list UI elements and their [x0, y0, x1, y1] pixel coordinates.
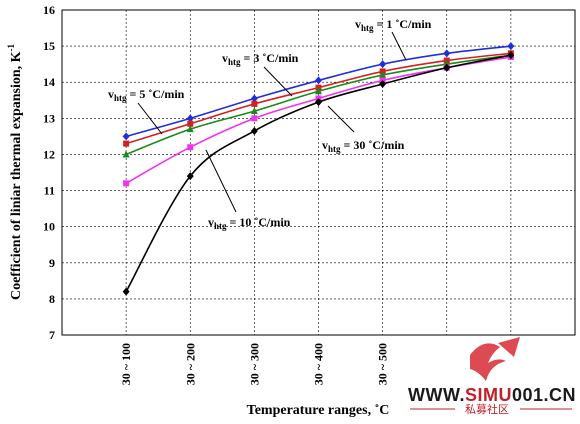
svg-text:vhtg = 5 ˚C/min: vhtg = 5 ˚C/min: [108, 87, 185, 103]
watermark-subtext: 私募社区: [465, 402, 509, 416]
annotation-3: vhtg = 5 ˚C/min: [108, 87, 185, 135]
annotation-1: vhtg = 1 ˚C/min: [355, 17, 432, 61]
svg-text:vhtg = 3 ˚C/min: vhtg = 3 ˚C/min: [222, 51, 299, 67]
y-tick-label: 12: [43, 147, 55, 161]
annotation-5-leader: [327, 105, 355, 133]
data-point: [443, 63, 451, 72]
series-group: [122, 42, 515, 296]
data-point: [315, 87, 322, 95]
watermark-logo-icon: [470, 337, 520, 381]
data-point: [186, 172, 194, 181]
watermark-text: WWW.SIMU001.CN: [408, 385, 576, 405]
plot-area: [61, 9, 576, 336]
watermark: WWW.SIMU001.CN 私募社区: [408, 337, 576, 416]
annotation-2-leader: [263, 66, 293, 97]
data-point: [315, 98, 322, 107]
annotation-1-leader: [391, 31, 407, 61]
data-point: [507, 42, 515, 51]
data-point: [187, 120, 194, 127]
y-tick-label: 14: [43, 75, 55, 89]
annotation-5: vhtg = 30 ˚C/min: [322, 105, 405, 154]
data-point: [187, 144, 194, 151]
data-point: [250, 126, 258, 135]
y-tick-label: 9: [49, 256, 55, 270]
svg-text:vhtg = 10 ˚C/min: vhtg = 10 ˚C/min: [208, 215, 291, 231]
data-point: [379, 71, 387, 78]
data-point: [251, 100, 258, 107]
data-point: [186, 125, 194, 133]
data-point: [123, 140, 130, 147]
data-point: [122, 132, 130, 141]
annotation-4-leader: [205, 149, 237, 213]
svg-text:vhtg = 30 ˚C/min: vhtg = 30 ˚C/min: [322, 138, 405, 154]
x-tick-label: 30 ~ 400: [312, 343, 326, 385]
y-axis-title: Coefficient of liniar thermal expansion,…: [6, 43, 24, 300]
y-tick-label: 10: [43, 220, 55, 234]
data-point: [379, 60, 387, 69]
data-point: [122, 287, 130, 296]
data-point: [251, 115, 258, 122]
x-axis-title: Temperature ranges, ˚C: [247, 403, 390, 418]
y-tick-label: 16: [43, 3, 55, 17]
data-point: [443, 49, 451, 58]
y-tick-label: 8: [49, 292, 55, 306]
annotation-4: vhtg = 10 ˚C/min: [205, 149, 291, 231]
data-point: [250, 107, 258, 115]
x-tick-label: 30 ~ 500: [376, 343, 390, 385]
data-point: [315, 76, 322, 85]
y-tick-label: 15: [43, 39, 55, 53]
data-point: [123, 180, 130, 187]
annotation-2: vhtg = 3 ˚C/min: [222, 51, 299, 97]
x-tick-label: 30 ~ 100: [119, 343, 133, 385]
data-point: [122, 150, 130, 158]
y-tick-labels: 7 8 9 10 11 12 13 14 15 16: [43, 3, 55, 342]
x-tick-label: 30 ~ 300: [247, 343, 261, 385]
y-tick-label: 13: [43, 111, 55, 125]
x-tick-labels: 30 ~ 100 30 ~ 200 30 ~ 300 30 ~ 400 30 ~ 500: [119, 343, 390, 385]
data-point: [379, 80, 387, 89]
data-point: [186, 114, 194, 123]
data-point: [507, 51, 515, 60]
svg-text:vhtg = 1 ˚C/min: vhtg = 1 ˚C/min: [355, 17, 432, 33]
y-tick-label: 11: [44, 184, 55, 198]
annotation-3-leader: [137, 102, 163, 135]
y-tick-label: 7: [49, 328, 55, 342]
data-point: [250, 94, 258, 103]
x-tick-label: 30 ~ 200: [183, 343, 197, 385]
